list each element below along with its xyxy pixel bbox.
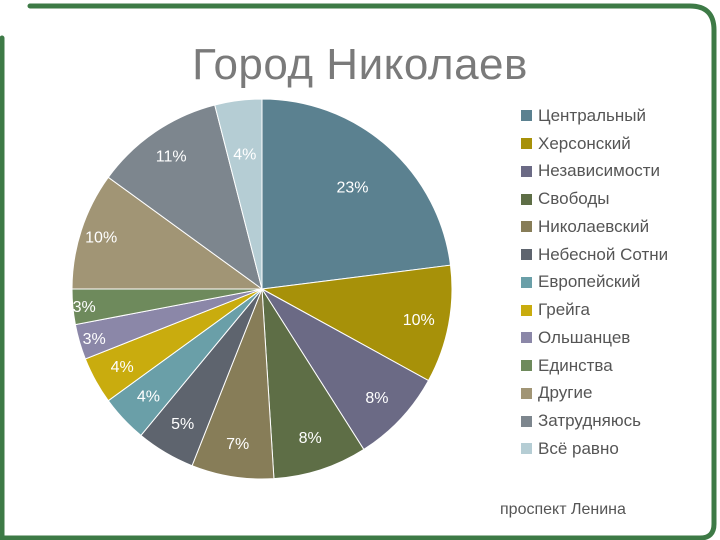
legend-label: Херсонский <box>538 133 631 153</box>
pie-slice-11 <box>71 176 264 290</box>
pie-slice-12 <box>107 104 263 291</box>
pie-slice-label-5: 7% <box>226 436 249 453</box>
legend-label: Свободы <box>538 189 610 209</box>
pie-slice-label-4: 8% <box>299 430 322 447</box>
legend-label: Центральный <box>538 105 646 125</box>
legend-label: Единства <box>538 355 613 375</box>
legend-swatch <box>521 249 532 261</box>
chart-legend: Центральный Херсонский Независимости Свобод… <box>521 102 711 463</box>
pie-slice-label-11: 10% <box>85 230 117 247</box>
legend-label: Другие <box>538 383 593 403</box>
legend-swatch <box>521 110 532 122</box>
legend-label: Европейский <box>538 272 641 292</box>
pie-slice-label-7: 4% <box>137 389 160 406</box>
pie-slice-label-2: 10% <box>403 312 435 329</box>
legend-label: Небесной Сотни <box>538 244 669 264</box>
legend-swatch <box>521 387 532 399</box>
legend-swatch <box>521 415 532 427</box>
pie-slice-label-10: 3% <box>73 299 96 316</box>
legend-item-10: Единства <box>521 352 711 380</box>
legend-label: Грейга <box>538 300 590 320</box>
legend-swatch <box>521 276 532 288</box>
legend-label: Ольшанцев <box>538 327 631 347</box>
legend-item-1: Центральный <box>521 102 711 130</box>
legend-item-2: Херсонский <box>521 130 711 158</box>
legend-label: Николаевский <box>538 216 650 236</box>
legend-label: Независимости <box>538 161 661 181</box>
legend-swatch <box>521 138 532 150</box>
pie-slice-13 <box>214 98 263 290</box>
legend-item-7: Европейский <box>521 269 711 297</box>
pie-slice-2 <box>260 264 453 382</box>
legend-item-12: Затрудняюсь <box>521 407 711 435</box>
legend-swatch <box>521 221 532 233</box>
pie-slice-label-9: 3% <box>83 331 106 348</box>
pie-slice-label-6: 5% <box>171 416 194 433</box>
legend-item-11: Другие <box>521 380 711 408</box>
pie-slice-3 <box>261 288 430 451</box>
pie-slice-label-8: 4% <box>111 359 134 376</box>
pie-slice-label-12: 11% <box>156 148 187 165</box>
legend-label: Затрудняюсь <box>538 411 641 431</box>
pie-slice-label-3: 8% <box>365 390 388 407</box>
legend-swatch <box>521 443 532 455</box>
legend-item-4: Свободы <box>521 185 711 213</box>
legend-item-5: Николаевский <box>521 213 711 241</box>
legend-swatch <box>521 165 532 177</box>
legend-swatch <box>521 193 532 205</box>
legend-label: Всё равно <box>538 438 619 458</box>
legend-item-6: Небесной Сотни <box>521 241 711 269</box>
legend-swatch <box>521 360 532 372</box>
pie-slice-label-1: 23% <box>336 179 368 196</box>
legend-item-9: Ольшанцев <box>521 324 711 352</box>
legend-swatch <box>521 332 532 344</box>
footer-caption: проспект Ленина <box>500 501 626 518</box>
legend-item-3: Независимости <box>521 158 711 186</box>
legend-item-8: Грейга <box>521 296 711 324</box>
legend-item-13: Всё равно <box>521 435 711 463</box>
pie-slice-label-13: 4% <box>233 146 256 163</box>
chart-title: Город Николаев <box>192 40 528 89</box>
legend-swatch <box>521 304 532 316</box>
pie-slice-4 <box>261 288 365 480</box>
pie-slice-1 <box>261 98 452 290</box>
